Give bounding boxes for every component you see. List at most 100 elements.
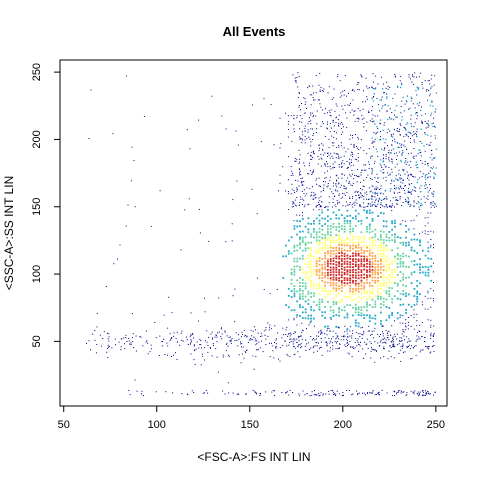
data-point — [131, 146, 133, 148]
data-point — [304, 244, 307, 246]
data-point — [128, 389, 130, 391]
data-point — [399, 186, 401, 188]
data-point — [363, 282, 366, 285]
data-point — [391, 205, 393, 207]
data-point — [338, 311, 340, 314]
data-point — [292, 174, 294, 176]
data-point — [294, 347, 296, 349]
data-point — [371, 271, 374, 274]
data-point — [290, 338, 292, 340]
data-point — [316, 123, 318, 125]
data-point — [100, 345, 102, 347]
data-point — [255, 344, 257, 346]
data-point — [355, 332, 357, 333]
data-point — [362, 334, 364, 336]
data-point — [307, 228, 310, 231]
data-point — [422, 395, 424, 397]
data-point — [343, 284, 346, 287]
data-point — [351, 394, 353, 396]
data-point — [310, 151, 312, 153]
data-point — [377, 155, 379, 157]
data-point — [366, 260, 368, 262]
data-point — [396, 290, 399, 292]
data-point — [343, 188, 345, 189]
data-point — [140, 336, 142, 338]
data-point — [141, 393, 142, 395]
data-point — [349, 274, 352, 277]
data-point — [310, 223, 312, 225]
data-point — [329, 347, 331, 349]
data-point — [334, 110, 336, 112]
data-point — [338, 255, 340, 258]
data-point — [367, 174, 369, 176]
data-point — [381, 167, 383, 168]
data-point — [363, 317, 366, 319]
data-point — [407, 174, 409, 176]
data-point — [375, 198, 377, 200]
data-point — [322, 394, 324, 396]
data-point — [371, 290, 374, 293]
data-point — [407, 255, 410, 258]
data-point — [206, 341, 208, 343]
data-point — [391, 301, 393, 304]
data-point — [294, 353, 296, 355]
data-point — [405, 185, 406, 186]
data-point — [293, 309, 296, 311]
data-point — [371, 276, 374, 279]
data-point — [366, 314, 368, 317]
data-point — [338, 125, 340, 127]
data-point — [422, 349, 424, 351]
data-point — [371, 219, 374, 222]
data-point — [324, 337, 326, 339]
data-point — [435, 92, 437, 94]
data-point — [193, 337, 194, 339]
data-point — [431, 101, 433, 103]
data-point — [430, 114, 432, 116]
data-point — [346, 330, 348, 332]
data-point — [299, 257, 301, 260]
data-point — [375, 148, 377, 150]
data-point — [326, 334, 328, 336]
data-point — [311, 172, 313, 174]
data-point — [357, 89, 359, 90]
data-point — [307, 342, 309, 344]
data-point — [338, 193, 340, 195]
data-point — [380, 322, 382, 325]
data-point — [125, 225, 127, 227]
data-point — [382, 169, 384, 171]
data-point — [228, 392, 230, 394]
data-point — [371, 137, 373, 139]
data-point — [407, 241, 410, 244]
data-point — [290, 273, 293, 276]
data-point — [257, 332, 259, 334]
data-point — [299, 169, 301, 171]
data-point — [392, 339, 394, 341]
data-point — [388, 152, 389, 154]
data-point — [372, 114, 374, 116]
data-point — [391, 162, 394, 164]
data-point — [301, 295, 304, 298]
data-point — [428, 89, 429, 91]
data-point — [380, 241, 382, 244]
data-point — [311, 94, 313, 96]
data-point — [434, 75, 436, 77]
data-point — [327, 233, 329, 236]
data-point — [410, 358, 412, 360]
data-point — [338, 222, 340, 225]
data-point — [374, 235, 377, 238]
data-point — [405, 128, 407, 131]
data-point — [427, 217, 429, 219]
data-point — [304, 317, 307, 320]
data-point — [368, 163, 370, 165]
data-point — [398, 146, 400, 149]
data-point — [354, 241, 357, 244]
data-point — [377, 203, 379, 205]
data-point — [279, 147, 281, 149]
data-point — [368, 270, 371, 273]
data-point — [318, 331, 319, 333]
data-point — [314, 193, 316, 195]
data-point — [408, 191, 409, 193]
data-point — [102, 338, 104, 339]
data-point — [418, 330, 420, 332]
data-point — [312, 171, 314, 173]
